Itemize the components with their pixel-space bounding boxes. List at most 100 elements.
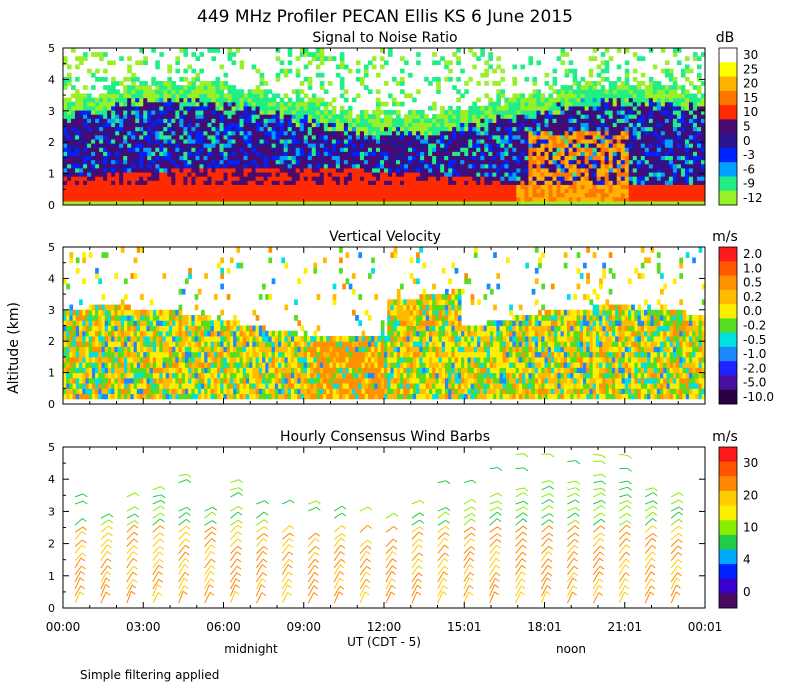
x-tick-label: 12:00 (367, 620, 402, 634)
y-tick-label: 0 (48, 199, 55, 212)
colorbar-label: 1.0 (743, 261, 762, 275)
colorbar-swatch (719, 105, 737, 120)
y-tick-label: 2 (48, 538, 55, 551)
x-tick-label: 00:00 (46, 620, 81, 634)
colorbar-swatch (719, 147, 737, 163)
panel-title-snr: Signal to Noise Ratio (312, 30, 457, 46)
colorbar-label: 0 (743, 585, 751, 599)
colorbar-swatch (719, 447, 737, 463)
colorbar-swatch (719, 133, 737, 149)
colorbar-swatch (719, 176, 737, 192)
colorbar-label: 25 (743, 62, 758, 76)
x-tick-label: 03:00 (126, 620, 161, 634)
colorbar-swatch (719, 289, 737, 305)
y-tick-label: 0 (48, 398, 55, 411)
colorbar-swatch (719, 76, 737, 92)
y-axis-label: Altitude (km) (6, 302, 22, 394)
colorbar-label: 0.5 (743, 276, 762, 290)
units-vertical-velocity: m/s (712, 229, 738, 245)
axes-layer: 0 1 2 3 4 5 0 1 2 3 4 5 0 1 2 3 4 5 00:00 03:00 06:00 09:00 12… (46, 42, 723, 634)
colorbar-frame (718, 246, 738, 405)
y-tick-label: 3 (48, 304, 55, 317)
y-tick-label: 5 (48, 42, 55, 55)
x-axis-label: UT (CDT - 5) (347, 635, 421, 649)
colorbar-swatch (719, 332, 737, 348)
colorbar-label: 2.0 (743, 247, 762, 261)
colorbar-label: -9 (743, 177, 755, 191)
y-tick-label: 4 (48, 272, 55, 285)
colorbar-swatch (719, 520, 737, 536)
panel-title-vertical-velocity: Vertical Velocity (329, 229, 441, 245)
y-tick-label: 1 (48, 168, 55, 181)
local-time-midnight: midnight (224, 642, 278, 656)
colorbar-swatch (719, 578, 737, 594)
units-snr: dB (716, 30, 735, 46)
colorbar-label: 5 (743, 120, 751, 134)
y-tick-label: 0 (48, 602, 55, 615)
vertical-velocity-heatmap (63, 247, 705, 400)
colorbar-label: -10.0 (743, 390, 774, 404)
colorbar-swatch (719, 564, 737, 580)
y-tick-label: 3 (48, 105, 55, 118)
colorbar-swatch (719, 190, 737, 206)
x-tick-label: 21:01 (607, 620, 642, 634)
x-tick-label: 06:00 (206, 620, 241, 634)
colorbar-swatch (719, 318, 737, 334)
colorbar-swatch (719, 247, 737, 262)
colorbar-label: 30 (743, 456, 758, 470)
units-wind-barbs: m/s (712, 429, 738, 445)
y-tick-label: 4 (48, 73, 55, 86)
colorbar-swatch (719, 505, 737, 521)
footer-note: Simple filtering applied (80, 668, 219, 682)
y-tick-label: 3 (48, 505, 55, 518)
colorbar-swatch (719, 375, 737, 391)
colorbar-label: -5.0 (743, 376, 766, 390)
colorbar-swatch (719, 476, 737, 492)
x-tick-label: 18:01 (527, 620, 562, 634)
colorbar-label: -12 (743, 191, 763, 205)
colorbar-frame (718, 47, 738, 206)
colorbar-swatch (719, 119, 737, 135)
y-tick-label: 2 (48, 136, 55, 149)
y-tick-label: 5 (48, 441, 55, 454)
chart-title: 449 MHz Profiler PECAN Ellis KS 6 June 2… (197, 7, 573, 27)
x-tick-label: 09:00 (286, 620, 321, 634)
y-tick-label: 4 (48, 473, 55, 486)
colorbar-label: 0.2 (743, 290, 762, 304)
colorbar-swatch (719, 48, 737, 63)
y-tick-label: 5 (48, 241, 55, 254)
colorbar-label: 0 (743, 134, 751, 148)
colorbar-swatch (719, 361, 737, 376)
colorbar-swatch (719, 261, 737, 276)
colorbar-label: 15 (743, 91, 758, 105)
colorbar-label: -6 (743, 162, 755, 176)
y-tick-label: 2 (48, 335, 55, 348)
colorbar-swatch (719, 549, 737, 565)
colorbars: 302520151050-3-6-9-122.01.00.50.20.0-0.2… (718, 47, 774, 609)
colorbar-label: -0.5 (743, 333, 766, 347)
colorbar-label: -1.0 (743, 347, 766, 361)
colorbar-swatch (719, 275, 737, 291)
colorbar-swatch (719, 90, 737, 106)
local-time-noon: noon (556, 642, 586, 656)
colorbar-swatch (719, 461, 737, 477)
colorbar-label: 20 (743, 488, 758, 502)
colorbar-swatch (719, 490, 737, 506)
colorbar-swatch (719, 593, 737, 609)
colorbar-label: 10 (743, 105, 758, 119)
colorbar-label: 10 (743, 521, 758, 535)
colorbar-label: 0.0 (743, 304, 762, 318)
y-tick-label: 1 (48, 367, 55, 380)
colorbar-swatch (719, 534, 737, 550)
x-tick-label: 15:01 (447, 620, 482, 634)
colorbar-label: 20 (743, 77, 758, 91)
snr-heatmap (63, 48, 705, 205)
panel-frame (62, 446, 706, 609)
colorbar-swatch (719, 346, 737, 362)
y-tick-label: 1 (48, 570, 55, 583)
colorbar-swatch (719, 162, 737, 177)
colorbar-frame (718, 446, 738, 609)
colorbar-label: -2.0 (743, 361, 766, 375)
colorbar-label: 30 (743, 48, 758, 62)
